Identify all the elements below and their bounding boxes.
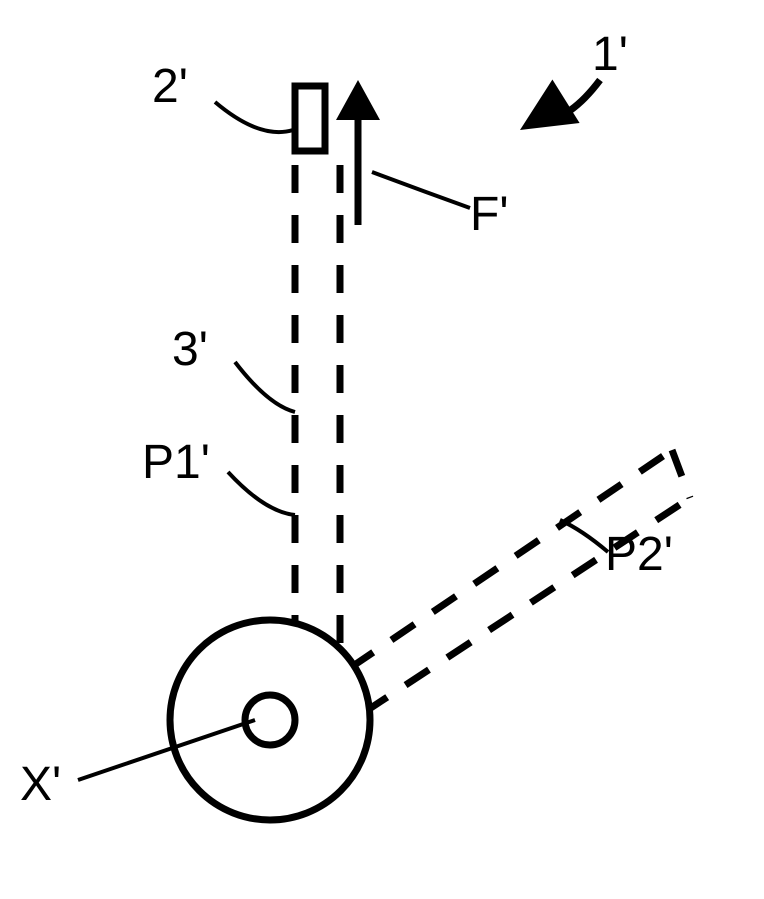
diagram-canvas: 2' 1' F' 3' P1' P2' X' <box>0 0 764 899</box>
label-one: 1' <box>592 28 628 81</box>
label-P1: P1' <box>142 436 210 489</box>
label-three: 3' <box>172 323 208 376</box>
wheel-outer <box>170 620 370 820</box>
label-two: 2' <box>152 60 188 113</box>
label-X: X' <box>20 758 61 811</box>
background <box>0 0 764 899</box>
label-F: F' <box>470 188 508 241</box>
label-P2: P2' <box>605 528 673 581</box>
